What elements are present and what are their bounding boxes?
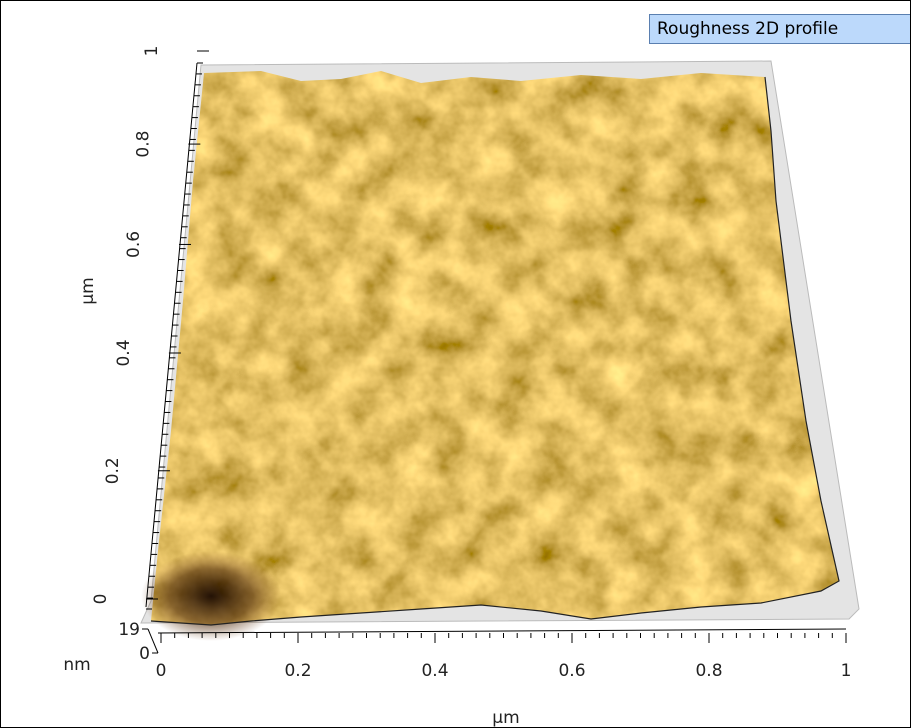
y-tick-label: 0 [91, 594, 111, 605]
z-tick-label: 19 [118, 620, 140, 640]
z-axis-label: nm [63, 655, 90, 675]
title: µm [492, 708, 519, 727]
y-tick-label: 0.6 [124, 231, 144, 258]
y-tick-label: 1 [142, 46, 162, 57]
x-axis-line [157, 628, 847, 634]
x-tick-label: 0.2 [284, 661, 311, 681]
surface [151, 71, 839, 625]
x-tick-label: 0 [156, 661, 167, 681]
surface-edge [150, 76, 840, 626]
title-box: Roughness 2D profile [649, 14, 910, 44]
x-tick-label: 0.8 [695, 661, 722, 681]
y-axis-line [145, 62, 198, 608]
z-axis-line [147, 628, 159, 654]
x-tick-label: 1 [841, 661, 852, 681]
y-tick-label: 0.8 [133, 131, 153, 158]
z-tick-label: 0 [139, 644, 150, 664]
y-tick-label: 0.4 [114, 339, 134, 366]
surface-pit [141, 551, 281, 641]
x-tick-label: 0.6 [558, 661, 585, 681]
y-tick-label: 0.2 [103, 457, 123, 484]
y-axis-label: µm [78, 277, 98, 304]
x-tick-label: 0.4 [421, 661, 448, 681]
